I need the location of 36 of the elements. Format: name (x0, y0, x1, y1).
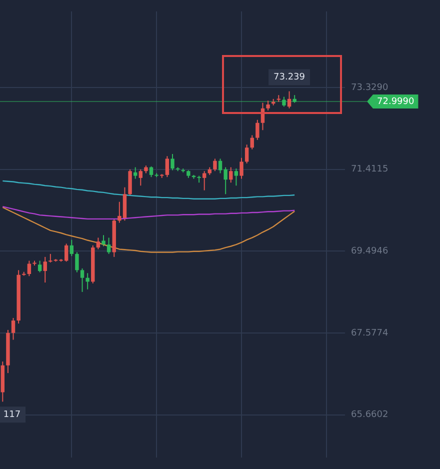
candlestick (202, 170, 206, 191)
candlestick (96, 237, 100, 250)
candlestick (240, 157, 244, 180)
candlestick (133, 166, 138, 180)
candlestick (80, 268, 84, 292)
candlestick (128, 168, 132, 196)
candlestick (106, 237, 111, 254)
candlestick (266, 100, 270, 111)
candlestick (165, 156, 170, 178)
candlestick (102, 234, 106, 247)
candlestick (43, 256, 47, 284)
annotation: 117 (3, 410, 21, 420)
candlestick (70, 239, 74, 257)
candlestick (256, 119, 260, 140)
candlestick (138, 168, 143, 186)
candlestick (75, 252, 79, 273)
candlestick (287, 90, 292, 109)
y-tick-label: 65.6602 (351, 410, 388, 420)
ref-line-label: 72.9990 (377, 96, 414, 107)
y-tick-label: 71.4115 (351, 164, 388, 175)
candlestick (282, 96, 286, 108)
candlestick (27, 260, 32, 277)
candlestick (213, 158, 217, 172)
y-tick-label: 67.5774 (351, 328, 388, 338)
candlestick (234, 168, 238, 186)
y-tick-label: 69.4946 (351, 246, 388, 257)
annotation: 73.239 (274, 72, 306, 83)
candlestick (170, 154, 174, 171)
candlestick (250, 134, 254, 150)
candlestick (38, 260, 42, 273)
candlestick (11, 317, 16, 340)
candlestick (229, 166, 233, 184)
candlestick (149, 166, 154, 178)
y-tick-label: 73.3290 (351, 82, 388, 93)
candlestick (244, 144, 249, 164)
candlestick (86, 272, 90, 290)
